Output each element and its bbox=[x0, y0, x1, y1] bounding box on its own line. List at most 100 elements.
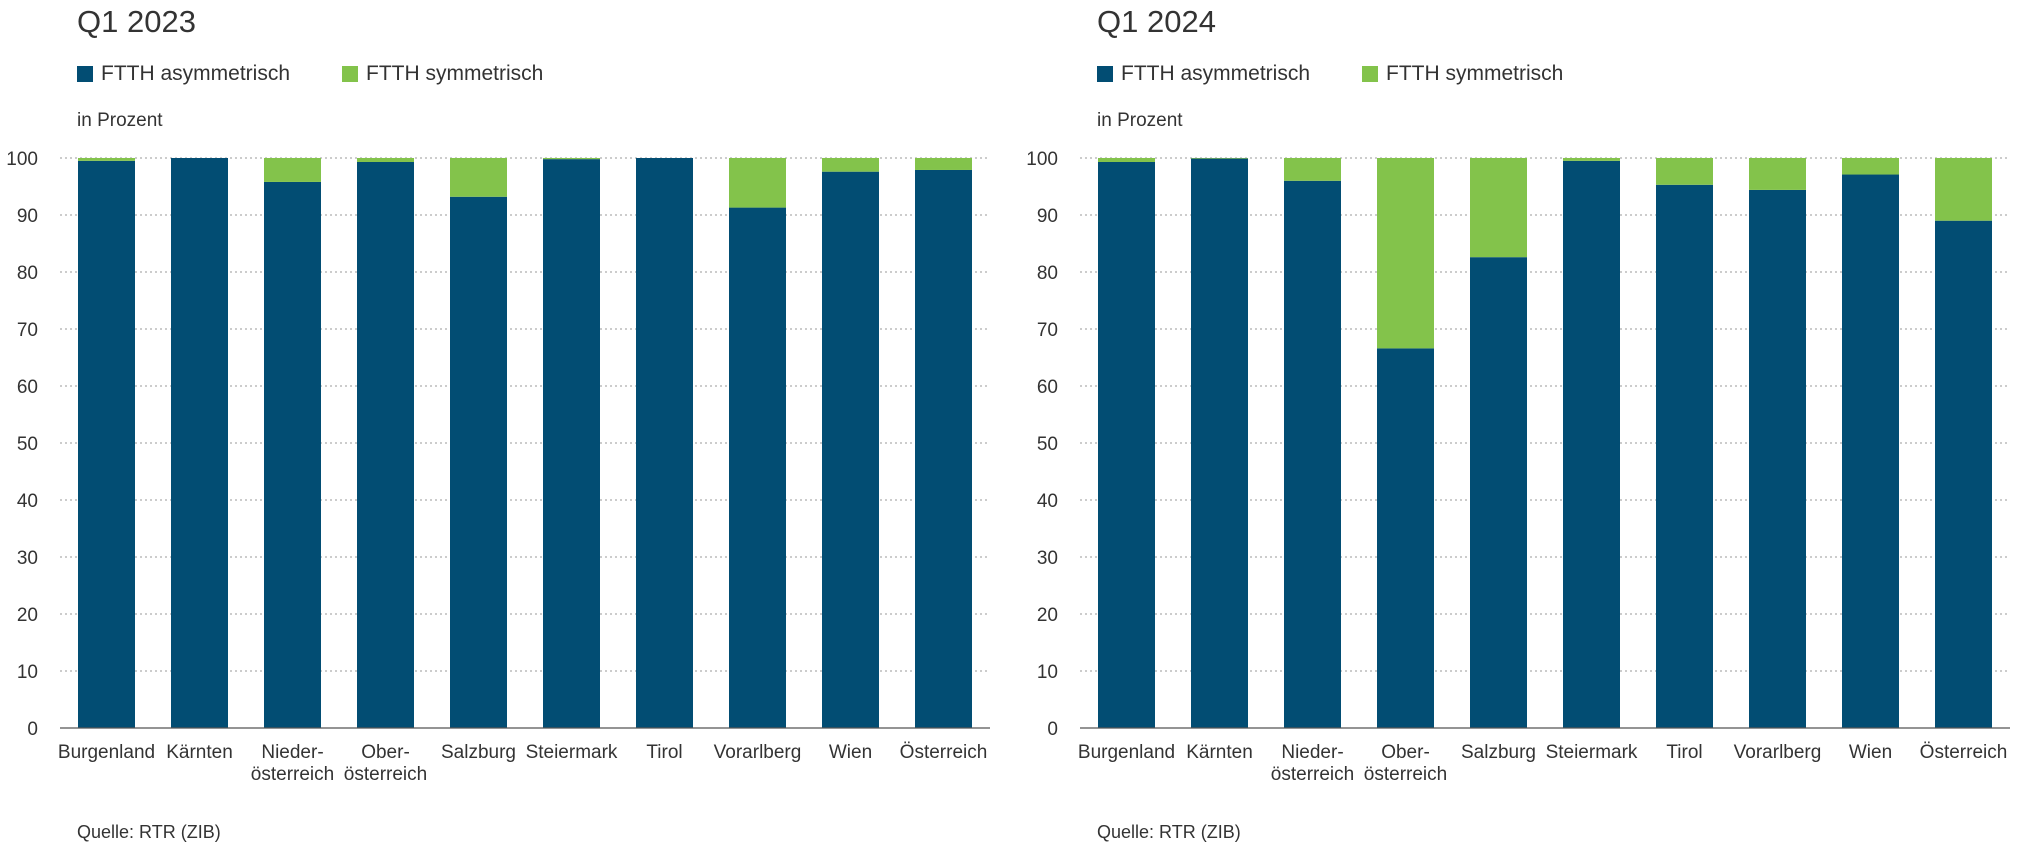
x-tick-label-salzburg: Salzburg bbox=[1461, 742, 1536, 763]
bar-asymmetrisch-wien bbox=[1842, 174, 1899, 728]
bar-symmetrisch-österreich bbox=[915, 158, 972, 170]
bar-asymmetrisch-tirol bbox=[636, 158, 693, 728]
y-tick-label: 0 bbox=[27, 719, 38, 740]
bar-symmetrisch-vorarlberg bbox=[729, 158, 786, 208]
x-tick-label-nieder-österreich: Nieder-österreich bbox=[1271, 742, 1354, 785]
y-tick-label: 0 bbox=[1047, 719, 1058, 740]
bar-asymmetrisch-tirol bbox=[1656, 184, 1713, 729]
bar-symmetrisch-wien bbox=[1842, 158, 1899, 175]
y-tick-label: 100 bbox=[6, 149, 38, 170]
x-tick-label-kärnten: Kärnten bbox=[1186, 742, 1253, 763]
bar-asymmetrisch-ober-österreich bbox=[1377, 348, 1434, 728]
bar-asymmetrisch-burgenland bbox=[1098, 161, 1155, 729]
y-tick-label: 60 bbox=[1037, 377, 1058, 398]
x-tick-label-tirol: Tirol bbox=[646, 742, 682, 763]
y-tick-label: 90 bbox=[1037, 206, 1058, 227]
x-tick-label-österreich: Österreich bbox=[900, 742, 988, 763]
bar-symmetrisch-ober-österreich bbox=[357, 158, 414, 162]
y-unit-label: in Prozent bbox=[1097, 110, 1183, 131]
y-tick-label: 20 bbox=[1037, 605, 1058, 626]
chart-title: Q1 2023 bbox=[77, 4, 196, 39]
chart-panel-q1-2024: Q1 2024 FTTH asymmetrisch FTTH symmetris… bbox=[1020, 0, 2020, 848]
bar-asymmetrisch-steiermark bbox=[543, 159, 600, 728]
legend-label-asymmetrisch: FTTH asymmetrisch bbox=[101, 62, 290, 85]
bar-asymmetrisch-wien bbox=[822, 171, 879, 728]
y-unit-label: in Prozent bbox=[77, 110, 163, 131]
bar-asymmetrisch-steiermark bbox=[1563, 160, 1620, 729]
bar-asymmetrisch-burgenland bbox=[78, 160, 135, 729]
bar-symmetrisch-burgenland bbox=[1098, 158, 1155, 162]
bar-symmetrisch-kärnten bbox=[1191, 158, 1248, 159]
y-tick-label: 80 bbox=[1037, 263, 1058, 284]
bar-asymmetrisch-nieder-österreich bbox=[264, 181, 321, 728]
bar-symmetrisch-ober-österreich bbox=[1377, 158, 1434, 349]
legend-label-asymmetrisch: FTTH asymmetrisch bbox=[1121, 62, 1310, 85]
bar-asymmetrisch-salzburg bbox=[1470, 257, 1527, 728]
legend-label-symmetrisch: FTTH symmetrisch bbox=[1386, 62, 1564, 85]
bar-symmetrisch-wien bbox=[822, 158, 879, 172]
y-tick-label: 90 bbox=[17, 206, 38, 227]
x-tick-label-burgenland: Burgenland bbox=[1078, 742, 1175, 763]
bar-asymmetrisch-nieder-österreich bbox=[1284, 180, 1341, 729]
legend-item-symmetrisch: FTTH symmetrisch bbox=[1362, 62, 1563, 86]
source-note: Quelle: RTR (ZIB) bbox=[1097, 822, 1241, 842]
y-tick-label: 100 bbox=[1026, 149, 1058, 170]
y-tick-label: 30 bbox=[1037, 548, 1058, 569]
stacked-bar-chart: 0 10 20 30 40 50 60 70 80 90 100 Burgenland Kärnten N… bbox=[1026, 149, 2010, 785]
y-tick-label: 70 bbox=[17, 320, 38, 341]
legend-item-asymmetrisch: FTTH asymmetrisch bbox=[77, 62, 290, 86]
legend: FTTH asymmetrisch FTTH symmetrisch bbox=[1097, 62, 1615, 86]
legend-item-asymmetrisch: FTTH asymmetrisch bbox=[1097, 62, 1310, 86]
bar-symmetrisch-nieder-österreich bbox=[264, 158, 321, 182]
bar-asymmetrisch-vorarlberg bbox=[1749, 189, 1806, 729]
x-tick-label-nieder-österreich: Nieder-österreich bbox=[251, 742, 334, 785]
bar-symmetrisch-österreich bbox=[1935, 158, 1992, 221]
legend-swatch-symmetrisch bbox=[342, 66, 358, 82]
y-tick-label: 10 bbox=[17, 662, 38, 683]
bar-symmetrisch-burgenland bbox=[78, 158, 135, 161]
x-tick-label-ober-österreich: Ober-österreich bbox=[344, 742, 427, 785]
x-tick-label-vorarlberg: Vorarlberg bbox=[1734, 742, 1822, 763]
bar-asymmetrisch-vorarlberg bbox=[729, 207, 786, 729]
x-tick-label-österreich: Österreich bbox=[1920, 742, 2008, 763]
y-tick-label: 50 bbox=[1037, 434, 1058, 455]
x-tick-label-tirol: Tirol bbox=[1666, 742, 1702, 763]
x-tick-label-vorarlberg: Vorarlberg bbox=[714, 742, 802, 763]
x-tick-label-salzburg: Salzburg bbox=[441, 742, 516, 763]
x-tick-label-burgenland: Burgenland bbox=[58, 742, 155, 763]
bar-symmetrisch-salzburg bbox=[450, 158, 507, 197]
y-tick-label: 60 bbox=[17, 377, 38, 398]
x-tick-label-steiermark: Steiermark bbox=[1546, 742, 1638, 763]
bar-symmetrisch-salzburg bbox=[1470, 158, 1527, 258]
bar-asymmetrisch-österreich bbox=[1935, 220, 1992, 728]
x-tick-label-ober-österreich: Ober-österreich bbox=[1364, 742, 1447, 785]
bar-asymmetrisch-kärnten bbox=[1191, 158, 1248, 728]
legend-item-symmetrisch: FTTH symmetrisch bbox=[342, 62, 543, 86]
y-tick-label: 20 bbox=[17, 605, 38, 626]
bar-asymmetrisch-salzburg bbox=[450, 196, 507, 728]
source-note: Quelle: RTR (ZIB) bbox=[77, 822, 221, 842]
x-tick-label-wien: Wien bbox=[1849, 742, 1892, 763]
bar-symmetrisch-steiermark bbox=[1563, 158, 1620, 161]
legend-swatch-asymmetrisch bbox=[1097, 66, 1113, 82]
legend-swatch-asymmetrisch bbox=[77, 66, 93, 82]
y-tick-label: 10 bbox=[1037, 662, 1058, 683]
legend: FTTH asymmetrisch FTTH symmetrisch bbox=[77, 62, 595, 86]
bar-asymmetrisch-ober-österreich bbox=[357, 161, 414, 729]
stacked-bar-chart: 0 10 20 30 40 50 60 70 80 90 100 Burgenland Kärnten N… bbox=[6, 149, 990, 785]
bar-symmetrisch-steiermark bbox=[543, 158, 600, 160]
x-tick-label-steiermark: Steiermark bbox=[526, 742, 618, 763]
x-tick-label-kärnten: Kärnten bbox=[166, 742, 233, 763]
legend-label-symmetrisch: FTTH symmetrisch bbox=[366, 62, 544, 85]
bar-symmetrisch-nieder-österreich bbox=[1284, 158, 1341, 181]
y-tick-label: 80 bbox=[17, 263, 38, 284]
bar-symmetrisch-tirol bbox=[1656, 158, 1713, 185]
y-tick-label: 70 bbox=[1037, 320, 1058, 341]
y-tick-label: 30 bbox=[17, 548, 38, 569]
y-tick-label: 50 bbox=[17, 434, 38, 455]
chart-panel-q1-2023: Q1 2023 FTTH asymmetrisch FTTH symmetris… bbox=[0, 0, 1000, 848]
bar-asymmetrisch-kärnten bbox=[171, 158, 228, 728]
y-tick-label: 40 bbox=[1037, 491, 1058, 512]
bar-asymmetrisch-österreich bbox=[915, 169, 972, 729]
x-tick-label-wien: Wien bbox=[829, 742, 872, 763]
